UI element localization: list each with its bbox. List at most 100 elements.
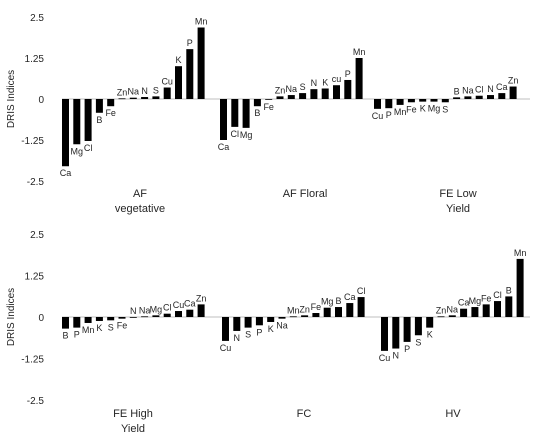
bar-category-label: N — [141, 86, 148, 96]
bar — [498, 93, 506, 99]
bar — [118, 98, 126, 100]
group-label: vegetative — [115, 203, 165, 215]
bar — [141, 97, 149, 99]
bar-category-label: N — [393, 351, 400, 361]
y-axis-label: DRIS Indices — [6, 288, 17, 346]
bar-category-label: Ca — [218, 142, 230, 152]
y-tick-label: -1.25 — [21, 355, 44, 366]
bar-category-label: Cl — [163, 303, 172, 313]
bar — [403, 317, 411, 342]
bar-category-label: Cu — [220, 343, 232, 353]
y-tick-label: 0 — [38, 313, 44, 324]
bar — [453, 97, 461, 99]
group-label: FC — [297, 408, 312, 420]
bar — [265, 99, 273, 100]
bar-category-label: Zn — [117, 87, 128, 97]
bar — [310, 89, 318, 99]
bar — [73, 99, 81, 145]
bar-category-label: Fe — [481, 293, 492, 303]
bar — [487, 95, 494, 99]
bar-category-label: N — [234, 333, 241, 343]
bar — [475, 95, 483, 99]
bar-category-label: Cu — [173, 300, 185, 310]
bar — [267, 317, 275, 322]
bar-category-label: B — [62, 331, 68, 341]
bar — [73, 317, 81, 328]
bar-category-label: Cu — [372, 111, 384, 121]
bar — [62, 99, 69, 167]
bar-category-label: K — [96, 323, 102, 333]
bar-category-label: Mn — [394, 107, 407, 117]
group-label: HV — [445, 408, 461, 420]
bar — [333, 85, 340, 99]
bar — [220, 99, 227, 140]
bar — [95, 317, 103, 321]
y-tick-label: -1.25 — [21, 136, 44, 147]
bar-category-label: Na — [139, 305, 151, 315]
bar — [152, 96, 160, 99]
bar — [163, 313, 171, 317]
bar-category-label: Mg — [321, 297, 334, 307]
bar — [374, 99, 381, 109]
group-label: Yield — [121, 423, 145, 435]
bar-category-label: Na — [447, 304, 459, 314]
bar — [299, 93, 307, 99]
bar — [460, 308, 468, 317]
bar — [129, 317, 137, 318]
bar — [255, 317, 263, 326]
y-tick-label: -2.5 — [27, 177, 45, 188]
bar-category-label: B — [454, 86, 460, 96]
bar-category-label: Cl — [84, 143, 93, 153]
bar-category-label: Mn — [514, 248, 527, 258]
bar-category-label: N — [311, 78, 318, 88]
bar-category-label: Zn — [299, 304, 310, 314]
bar — [62, 317, 69, 329]
bar-category-label: B — [335, 296, 341, 306]
group-label: AF — [133, 188, 147, 200]
bar-category-label: S — [415, 337, 421, 347]
bar — [494, 301, 501, 317]
bar — [448, 315, 456, 317]
y-tick-label: 2.5 — [30, 230, 44, 241]
bar — [323, 307, 331, 317]
bar-category-label: B — [254, 108, 260, 118]
bar — [289, 316, 297, 318]
bar — [321, 88, 329, 99]
bar — [471, 307, 479, 317]
group-label: AF Floral — [283, 188, 328, 200]
bar — [107, 317, 115, 321]
bar — [381, 317, 388, 351]
bar-category-label: Zn — [508, 76, 519, 86]
bar — [84, 99, 92, 141]
bar-category-label: Zn — [436, 305, 447, 315]
bar — [516, 258, 524, 317]
bar-category-label: N — [130, 306, 137, 316]
bar — [385, 99, 393, 109]
bar-category-label: Fe — [263, 102, 274, 112]
bar — [231, 99, 239, 127]
bar-category-label: K — [268, 324, 274, 334]
bar-category-label: Fe — [117, 321, 128, 331]
bar-category-label: K — [427, 330, 433, 340]
bar — [163, 87, 171, 99]
bar — [222, 317, 229, 341]
bar — [175, 66, 182, 99]
y-tick-label: 1.25 — [25, 272, 45, 283]
bar — [197, 27, 205, 99]
bar-category-label: K — [420, 104, 426, 114]
bar — [407, 99, 415, 103]
bar — [392, 317, 400, 349]
bar-category-label: P — [187, 38, 193, 48]
bar-category-label: S — [300, 82, 306, 92]
bar — [129, 97, 137, 99]
y-tick-label: 0 — [38, 95, 44, 106]
bar-category-label: K — [175, 55, 181, 65]
bar — [346, 303, 354, 317]
bar-category-label: Ca — [458, 298, 470, 308]
bar-category-label: Cl — [475, 85, 484, 95]
bar-category-label: Mg — [240, 130, 253, 140]
bar-category-label: Na — [128, 87, 140, 97]
bar — [509, 86, 517, 99]
